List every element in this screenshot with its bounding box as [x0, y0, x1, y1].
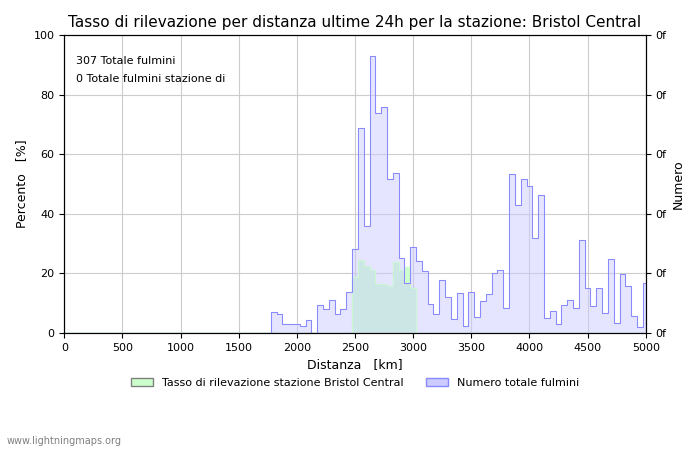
X-axis label: Distanza   [km]: Distanza [km] [307, 358, 402, 371]
Title: Tasso di rilevazione per distanza ultime 24h per la stazione: Bristol Central: Tasso di rilevazione per distanza ultime… [69, 15, 642, 30]
Text: www.lightningmaps.org: www.lightningmaps.org [7, 436, 122, 446]
Legend: Tasso di rilevazione stazione Bristol Central, Numero totale fulmini: Tasso di rilevazione stazione Bristol Ce… [127, 374, 584, 393]
Text: 0 Totale fulmini stazione di: 0 Totale fulmini stazione di [76, 74, 225, 84]
Y-axis label: Numero: Numero [672, 159, 685, 209]
Y-axis label: Percento   [%]: Percento [%] [15, 140, 28, 229]
Text: 307 Totale fulmini: 307 Totale fulmini [76, 56, 176, 66]
